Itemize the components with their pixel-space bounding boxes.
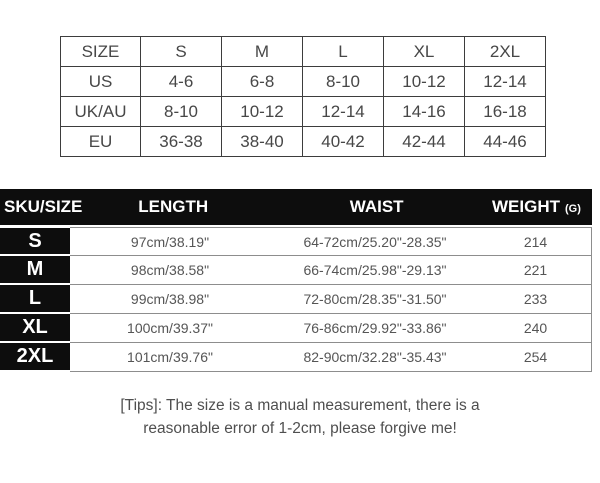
conv-value-cell: 16-18: [464, 96, 546, 127]
conv-row-eu: EU 36-38 38-40 40-42 42-44 44-46: [60, 126, 546, 157]
conv-value-cell: 44-46: [464, 126, 546, 157]
conv-region-label: EU: [60, 126, 141, 157]
spec-weight-cell: 221: [480, 256, 592, 285]
conv-value-cell: 14-16: [383, 96, 465, 127]
spec-size-cell: XL: [0, 314, 70, 343]
tips-line-1: [Tips]: The size is a manual measurement…: [120, 397, 480, 414]
spec-size-cell: 2XL: [0, 343, 70, 372]
spec-header-weight: WEIGHT (G): [481, 197, 592, 217]
conv-row-ukau: UK/AU 8-10 10-12 12-14 14-16 16-18: [60, 96, 546, 127]
sku-spec-table: SKU/SIZE LENGTH WAIST WEIGHT (G) S 97cm/3…: [0, 189, 592, 372]
conv-region-label: US: [60, 66, 141, 97]
tips-line-2: reasonable error of 1-2cm, please forgiv…: [143, 420, 457, 437]
size-conversion-table: SIZE S M L XL 2XL US 4-6 6-8 8-10 10-12 …: [60, 36, 546, 157]
spec-waist-cell: 66-74cm/25.98"-29.13": [270, 256, 480, 285]
conv-value-cell: 10-12: [383, 66, 465, 97]
spec-row-2xl: 2XL 101cm/39.76" 82-90cm/32.28"-35.43" 2…: [0, 343, 592, 372]
spec-row-s: S 97cm/38.19" 64-72cm/25.20"-28.35" 214: [0, 227, 592, 256]
spec-row-m: M 98cm/38.58" 66-74cm/25.98"-29.13" 221: [0, 256, 592, 285]
spec-header-sku-size: SKU/SIZE: [4, 197, 83, 216]
spec-row-l: L 99cm/38.98" 72-80cm/28.35"-31.50" 233: [0, 285, 592, 314]
conv-value-cell: 12-14: [302, 96, 384, 127]
conv-header-m: M: [221, 36, 303, 67]
spec-waist-cell: 72-80cm/28.35"-31.50": [270, 285, 480, 314]
conv-value-cell: 40-42: [302, 126, 384, 157]
conv-value-cell: 8-10: [140, 96, 222, 127]
spec-weight-cell: 254: [480, 343, 592, 372]
conv-value-cell: 36-38: [140, 126, 222, 157]
conv-value-cell: 12-14: [464, 66, 546, 97]
conv-header-size: SIZE: [60, 36, 141, 67]
spec-weight-cell: 233: [480, 285, 592, 314]
spec-size-cell: S: [0, 227, 70, 256]
spec-length-cell: 101cm/39.76": [70, 343, 270, 372]
spec-length-cell: 97cm/38.19": [70, 227, 270, 256]
conv-header-s: S: [140, 36, 222, 67]
tips-note: [Tips]: The size is a manual measurement…: [0, 394, 600, 440]
spec-waist-cell: 82-90cm/32.28"-35.43": [270, 343, 480, 372]
conv-value-cell: 38-40: [221, 126, 303, 157]
spec-length-cell: 100cm/39.37": [70, 314, 270, 343]
spec-size-cell: M: [0, 256, 70, 285]
spec-weight-cell: 214: [480, 227, 592, 256]
spec-header-waist: WAIST: [349, 197, 404, 216]
conv-header-row: SIZE S M L XL 2XL: [60, 36, 546, 67]
conv-header-2xl: 2XL: [464, 36, 546, 67]
conv-value-cell: 6-8: [221, 66, 303, 97]
spec-waist-cell: 76-86cm/29.92"-33.86": [270, 314, 480, 343]
spec-header-weight-unit: (G): [564, 203, 581, 215]
conv-region-label: UK/AU: [60, 96, 141, 127]
spec-length-cell: 99cm/38.98": [70, 285, 270, 314]
spec-header-length: LENGTH: [138, 197, 209, 216]
spec-weight-cell: 240: [480, 314, 592, 343]
spec-length-cell: 98cm/38.58": [70, 256, 270, 285]
spec-size-cell: L: [0, 285, 70, 314]
conv-value-cell: 10-12: [221, 96, 303, 127]
spec-row-xl: XL 100cm/39.37" 76-86cm/29.92"-33.86" 24…: [0, 314, 592, 343]
conv-value-cell: 8-10: [302, 66, 384, 97]
spec-waist-cell: 64-72cm/25.20"-28.35": [270, 227, 480, 256]
spec-header-weight-label: WEIGHT: [491, 197, 560, 216]
conv-row-us: US 4-6 6-8 8-10 10-12 12-14: [60, 66, 546, 97]
conv-header-l: L: [302, 36, 384, 67]
spec-header-row: SKU/SIZE LENGTH WAIST WEIGHT (G): [0, 189, 592, 225]
conv-header-xl: XL: [383, 36, 465, 67]
conv-value-cell: 42-44: [383, 126, 465, 157]
conv-value-cell: 4-6: [140, 66, 222, 97]
